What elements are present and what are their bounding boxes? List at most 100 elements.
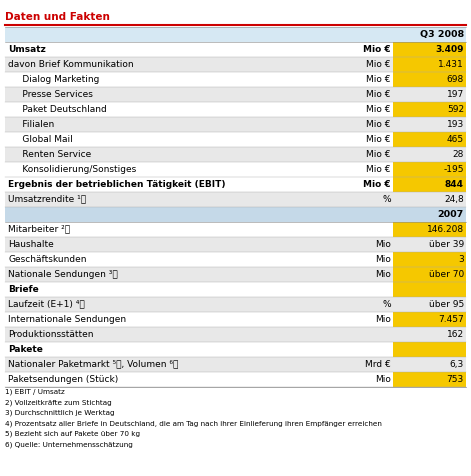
Text: Ergebnis der betrieblichen Tätigkeit (EBIT): Ergebnis der betrieblichen Tätigkeit (EB… [8, 179, 226, 188]
Text: 6) Quelle: Unternehmensschätzung: 6) Quelle: Unternehmensschätzung [5, 441, 132, 448]
Text: 5) Bezieht sich auf Pakete über 70 kg: 5) Bezieht sich auf Pakete über 70 kg [5, 431, 140, 437]
Text: Paket Deutschland: Paket Deutschland [8, 105, 107, 114]
Text: 2) Vollzeitkräfte zum Stichtag: 2) Vollzeitkräfte zum Stichtag [5, 399, 112, 406]
Text: 2007: 2007 [438, 209, 464, 218]
Text: Mio: Mio [375, 269, 391, 278]
Text: 753: 753 [447, 375, 464, 384]
Text: Renten Service: Renten Service [8, 149, 92, 159]
Text: Mio: Mio [375, 315, 391, 324]
Bar [393, 177, 466, 191]
Bar [393, 251, 466, 267]
Text: Mio €: Mio € [363, 45, 391, 54]
Bar [5, 117, 466, 131]
Text: -195: -195 [443, 165, 464, 174]
Bar [5, 341, 466, 357]
Text: Mio €: Mio € [366, 149, 391, 159]
Text: Mio €: Mio € [366, 135, 391, 144]
Text: Mitarbeiter ²⧯: Mitarbeiter ²⧯ [8, 225, 71, 234]
Text: 28: 28 [453, 149, 464, 159]
Text: 146.208: 146.208 [427, 225, 464, 234]
Text: Dialog Marketing: Dialog Marketing [8, 75, 100, 84]
Text: 1) EBIT / Umsatz: 1) EBIT / Umsatz [5, 389, 65, 396]
Text: Mio €: Mio € [366, 75, 391, 84]
Text: 3.409: 3.409 [435, 45, 464, 54]
Bar [393, 237, 466, 251]
Bar [5, 207, 466, 221]
Bar [393, 71, 466, 87]
Text: Mrd €: Mrd € [365, 359, 391, 368]
Bar [393, 357, 466, 371]
Text: Mio €: Mio € [366, 89, 391, 99]
Bar [393, 161, 466, 177]
Bar [5, 147, 466, 161]
Bar [5, 237, 466, 251]
Bar [5, 71, 466, 87]
Bar [393, 327, 466, 341]
Text: Presse Services: Presse Services [8, 89, 93, 99]
Bar [5, 191, 466, 207]
Text: über 39: über 39 [429, 239, 464, 248]
Bar [5, 371, 466, 387]
Bar [5, 297, 466, 311]
Text: Konsolidierung/Sonstiges: Konsolidierung/Sonstiges [8, 165, 137, 174]
Text: 465: 465 [447, 135, 464, 144]
Text: Mio €: Mio € [366, 105, 391, 114]
Text: Mio €: Mio € [366, 119, 391, 129]
Bar [5, 267, 466, 281]
Text: Nationale Sendungen ³⧯: Nationale Sendungen ³⧯ [8, 269, 118, 278]
Text: Mio €: Mio € [366, 165, 391, 174]
Text: %: % [382, 299, 391, 308]
Bar [393, 147, 466, 161]
Text: 3: 3 [458, 255, 464, 264]
Text: über 70: über 70 [429, 269, 464, 278]
Bar [5, 177, 466, 191]
Text: Umsatz: Umsatz [8, 45, 46, 54]
Bar [393, 371, 466, 387]
Bar [393, 267, 466, 281]
Text: Produktionsstätten: Produktionsstätten [8, 329, 94, 338]
Text: 6,3: 6,3 [450, 359, 464, 368]
Text: Paketsendungen (Stück): Paketsendungen (Stück) [8, 375, 119, 384]
Bar [5, 281, 466, 297]
Text: Haushalte: Haushalte [8, 239, 54, 248]
Text: über 95: über 95 [429, 299, 464, 308]
Text: Mio: Mio [375, 255, 391, 264]
Text: Pakete: Pakete [8, 345, 43, 354]
Text: 592: 592 [447, 105, 464, 114]
Bar [5, 102, 466, 117]
Bar [393, 221, 466, 237]
Bar [393, 131, 466, 147]
Text: Global Mail: Global Mail [8, 135, 73, 144]
Text: 24,8: 24,8 [444, 195, 464, 204]
Text: Briefe: Briefe [8, 285, 39, 294]
Text: Internationale Sendungen: Internationale Sendungen [8, 315, 127, 324]
Bar [393, 297, 466, 311]
Bar [5, 357, 466, 371]
Text: 844: 844 [445, 179, 464, 188]
Bar [5, 327, 466, 341]
Text: davon Brief Kommunikation: davon Brief Kommunikation [8, 60, 134, 69]
Bar [5, 161, 466, 177]
Text: 1.431: 1.431 [438, 60, 464, 69]
Text: Daten und Fakten: Daten und Fakten [5, 12, 110, 22]
Bar [393, 341, 466, 357]
Bar [5, 131, 466, 147]
Bar [393, 311, 466, 327]
Text: 3) Durchschnittlich je Werktag: 3) Durchschnittlich je Werktag [5, 410, 114, 416]
Text: Mio €: Mio € [363, 179, 391, 188]
Text: 197: 197 [447, 89, 464, 99]
Bar [393, 87, 466, 102]
Text: Nationaler Paketmarkt ⁵⧯, Volumen ⁶⧯: Nationaler Paketmarkt ⁵⧯, Volumen ⁶⧯ [8, 359, 179, 368]
Text: Q3 2008: Q3 2008 [420, 30, 464, 39]
Text: Geschäftskunden: Geschäftskunden [8, 255, 87, 264]
Text: Umsatzrendite ¹⧯: Umsatzrendite ¹⧯ [8, 195, 87, 204]
Text: 4) Prozentsatz aller Briefe in Deutschland, die am Tag nach ihrer Einlieferung i: 4) Prozentsatz aller Briefe in Deutschla… [5, 420, 382, 427]
Bar [5, 311, 466, 327]
Bar [5, 221, 466, 237]
Bar [5, 27, 466, 42]
Text: 698: 698 [447, 75, 464, 84]
Text: 193: 193 [447, 119, 464, 129]
Text: Mio: Mio [375, 239, 391, 248]
Text: Mio €: Mio € [366, 60, 391, 69]
Bar [393, 42, 466, 57]
